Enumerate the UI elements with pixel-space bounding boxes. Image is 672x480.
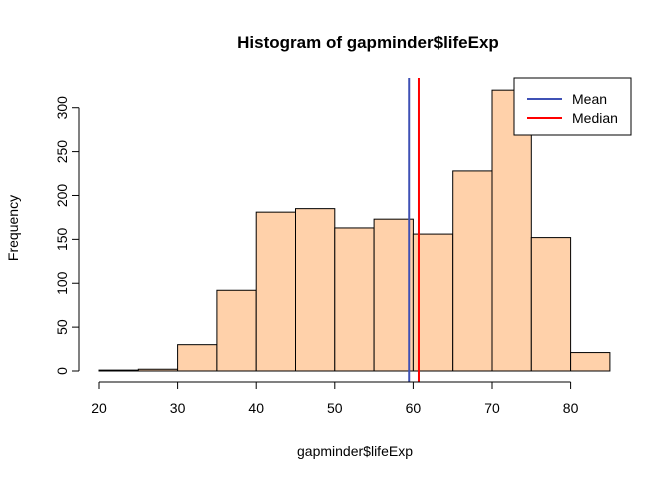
y-axis: 0 50 100 150 200 250 300 — [54, 96, 80, 375]
histogram-bar-0 — [98, 369, 139, 372]
y-tick-label-150: 150 — [54, 227, 70, 251]
legend-label-median: Median — [572, 110, 618, 126]
x-tick-label-40: 40 — [248, 400, 264, 416]
histogram-bar-5 — [295, 208, 336, 372]
histogram-bar-7 — [373, 218, 414, 372]
y-tick-label-200: 200 — [54, 184, 70, 208]
y-tick-label-300: 300 — [54, 96, 70, 120]
histogram-bar-1 — [137, 368, 179, 372]
histogram-bar-2 — [177, 344, 218, 372]
histogram-bar-10 — [491, 89, 532, 372]
y-tick-label-100: 100 — [54, 271, 70, 295]
y-axis-label: Frequency — [5, 195, 21, 261]
legend-box — [513, 77, 632, 136]
y-tick-label-50: 50 — [54, 319, 70, 335]
reference-lines-group — [408, 78, 420, 382]
x-axis-label: gapminder$lifeExp — [297, 443, 413, 459]
histogram-bar-12 — [570, 352, 611, 372]
x-tick-label-20: 20 — [91, 400, 107, 416]
x-tick-label-30: 30 — [170, 400, 186, 416]
chart-title: Histogram of gapminder$lifeExp — [237, 33, 499, 52]
bars-group — [98, 89, 611, 372]
histogram-bar-3 — [216, 289, 257, 372]
x-axis: 20 30 40 50 60 70 80 — [91, 381, 579, 416]
x-tick-label-80: 80 — [563, 400, 579, 416]
y-tick-label-250: 250 — [54, 140, 70, 164]
y-tick-label-0: 0 — [54, 367, 70, 375]
histogram-bar-11 — [530, 237, 572, 372]
x-tick-label-60: 60 — [406, 400, 422, 416]
x-tick-label-50: 50 — [327, 400, 343, 416]
x-tick-label-70: 70 — [484, 400, 500, 416]
legend: Mean Median — [513, 77, 632, 136]
histogram-bar-6 — [334, 227, 375, 372]
histogram-bar-9 — [452, 170, 493, 372]
legend-label-mean: Mean — [572, 91, 607, 107]
histogram-bar-4 — [255, 211, 297, 372]
